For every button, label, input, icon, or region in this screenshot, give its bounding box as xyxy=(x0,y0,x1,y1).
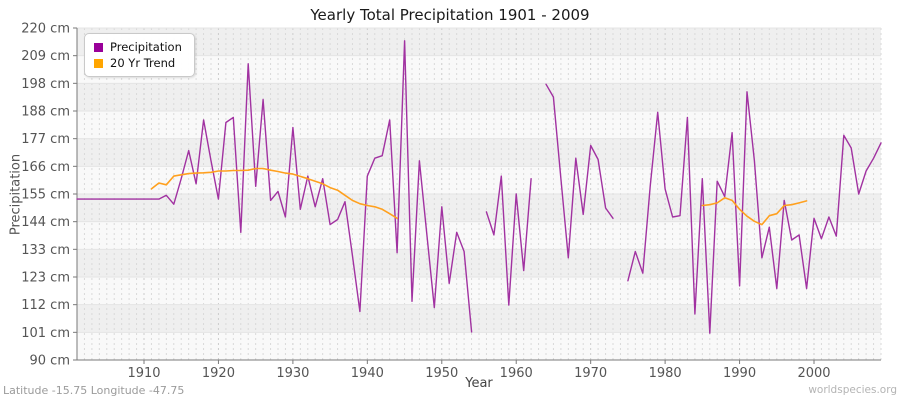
svg-text:1980: 1980 xyxy=(649,366,682,381)
svg-text:1940: 1940 xyxy=(351,366,384,381)
svg-text:1910: 1910 xyxy=(127,366,160,381)
svg-text:2000: 2000 xyxy=(797,366,830,381)
svg-text:1930: 1930 xyxy=(276,366,309,381)
svg-text:112 cm: 112 cm xyxy=(21,298,70,313)
legend-label: 20 Yr Trend xyxy=(110,56,176,70)
svg-text:1960: 1960 xyxy=(500,366,533,381)
svg-text:209 cm: 209 cm xyxy=(21,49,70,64)
source-caption: worldspecies.org xyxy=(808,384,897,396)
x-axis-title: Year xyxy=(465,376,493,391)
legend-item-precipitation: Precipitation xyxy=(94,39,182,55)
precipitation-swatch-icon xyxy=(94,42,103,52)
svg-text:1950: 1950 xyxy=(425,366,458,381)
legend: Precipitation 20 Yr Trend xyxy=(84,33,195,77)
svg-text:188 cm: 188 cm xyxy=(21,105,70,120)
svg-text:198 cm: 198 cm xyxy=(21,77,70,92)
chart-footer: Latitude -15.75 Longitude -47.75 worldsp… xyxy=(0,384,900,400)
svg-text:144 cm: 144 cm xyxy=(21,215,70,230)
legend-label: Precipitation xyxy=(110,40,182,54)
svg-text:101 cm: 101 cm xyxy=(21,326,70,341)
chart-title: Yearly Total Precipitation 1901 - 2009 xyxy=(310,6,590,24)
svg-text:1990: 1990 xyxy=(723,366,756,381)
trend-swatch-icon xyxy=(94,58,103,68)
svg-text:123 cm: 123 cm xyxy=(21,271,70,286)
svg-text:166 cm: 166 cm xyxy=(21,160,70,175)
svg-text:1920: 1920 xyxy=(202,366,235,381)
svg-text:155 cm: 155 cm xyxy=(21,188,70,203)
coordinates-caption: Latitude -15.75 Longitude -47.75 xyxy=(3,384,185,397)
svg-text:177 cm: 177 cm xyxy=(21,132,70,147)
svg-text:90 cm: 90 cm xyxy=(30,354,71,369)
svg-text:220 cm: 220 cm xyxy=(21,22,70,37)
y-axis-title: Precipitation xyxy=(8,153,24,236)
svg-text:133 cm: 133 cm xyxy=(21,243,70,258)
legend-item-trend: 20 Yr Trend xyxy=(94,55,182,71)
svg-text:1970: 1970 xyxy=(574,366,607,381)
